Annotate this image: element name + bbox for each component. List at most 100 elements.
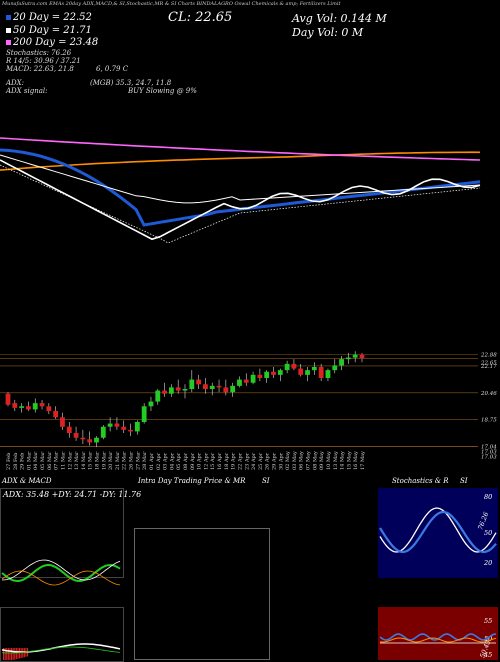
candle-body bbox=[311, 367, 317, 371]
day-vol: Day Vol: 0 M bbox=[292, 26, 363, 39]
date-tick-label: 06 Mar bbox=[47, 451, 53, 470]
candle-body bbox=[141, 406, 147, 422]
date-tick-label: 02 Apr bbox=[156, 452, 162, 470]
ema20-label: 20 Day = 22.52 bbox=[13, 12, 92, 23]
adx-readout-values: (MGB) 35.3, 24.7, 11.8 bbox=[90, 79, 172, 87]
date-tick-label: 14 Mar bbox=[81, 451, 87, 470]
date-tick-label: 21 Mar bbox=[115, 451, 121, 470]
close-price-text: CL: 22.65 bbox=[168, 10, 233, 25]
candle-body bbox=[223, 387, 229, 393]
date-tick-label: 23 Apr bbox=[244, 452, 250, 470]
si-tick-45: 45 bbox=[484, 651, 493, 659]
date-tick-label: 05 Mar bbox=[40, 451, 46, 470]
date-tick-label: 16 May bbox=[353, 451, 359, 470]
avg-vol-text: Avg Vol: 0.144 M bbox=[292, 12, 387, 25]
ema200-label: 200 Day = 23.48 bbox=[13, 37, 99, 48]
candle-body bbox=[359, 354, 365, 359]
date-tick-label: 24 Apr bbox=[251, 452, 257, 470]
macd-panel-box bbox=[0, 607, 124, 662]
price-grid-layer bbox=[0, 354, 478, 447]
candle-body bbox=[128, 429, 133, 432]
stoch-box bbox=[378, 488, 498, 578]
date-tick-label: 13 Mar bbox=[74, 451, 80, 470]
date-tick-label: 06 May bbox=[299, 451, 305, 470]
candle-body bbox=[87, 439, 93, 443]
adx-readout-label: ADX: bbox=[6, 79, 25, 87]
date-tick-label: 19 Mar bbox=[101, 451, 107, 470]
stoch-si-title: SI bbox=[460, 477, 468, 485]
ema-lines-layer bbox=[0, 137, 481, 244]
date-tick-label: 22 Mar bbox=[122, 451, 128, 470]
ema-dotted-line bbox=[0, 164, 481, 244]
candle-body bbox=[325, 370, 331, 378]
intraday-title: Intra Day Trading Price & MR bbox=[138, 477, 246, 485]
date-tick-label: 28 Feb bbox=[13, 453, 19, 470]
ema200-legend: 200 Day = 23.48 bbox=[6, 37, 98, 48]
candle-body bbox=[257, 374, 263, 378]
date-tick-label: 15 Apr bbox=[210, 452, 216, 470]
candle-body bbox=[345, 357, 351, 360]
avg-vol: Avg Vol: 0.144 M bbox=[292, 12, 387, 25]
ema200-line bbox=[0, 137, 481, 161]
candle-body bbox=[243, 379, 249, 383]
date-tick-label: 09 May bbox=[319, 451, 325, 470]
date-tick-label: 04 Apr bbox=[169, 452, 175, 470]
candle-body bbox=[121, 426, 127, 430]
price-level-label: 22.88 bbox=[480, 353, 497, 359]
candle-body bbox=[318, 367, 324, 378]
date-tick-label: 08 May bbox=[312, 451, 318, 470]
stoch-r-readout: R 14/5: 30.96 / 37.21 bbox=[6, 57, 81, 65]
candle-body bbox=[100, 426, 106, 438]
candle-body bbox=[94, 437, 99, 443]
candle-body bbox=[80, 437, 86, 440]
date-tick-label: 20 Mar bbox=[108, 451, 114, 470]
candle-body bbox=[250, 374, 256, 383]
adx-signal-label: ADX signal: bbox=[6, 87, 48, 95]
date-tick-label: 15 Mar bbox=[88, 451, 94, 470]
top-line-text: MunafaSutra.com EMAs 20day ADX,MACD,& SI… bbox=[2, 1, 341, 7]
date-labels-layer: 27 Feb 28 Feb 29 Feb 01 Mar 04 Mar 05 Mar 06 M… bbox=[6, 451, 366, 470]
candle-body bbox=[298, 368, 304, 375]
date-tick-label: 04 Mar bbox=[33, 451, 39, 470]
price-level-label: 18.75 bbox=[481, 418, 497, 424]
price-level-label: 22.65 bbox=[480, 360, 497, 366]
candle-body bbox=[339, 359, 344, 366]
date-tick-label: 22 Apr bbox=[237, 452, 243, 470]
ema-orange-line bbox=[0, 151, 481, 171]
candle-body bbox=[26, 406, 31, 410]
ema50-label: 50 Day = 21.71 bbox=[13, 25, 92, 36]
date-tick-label: 07 Mar bbox=[54, 451, 60, 470]
candle-body bbox=[148, 401, 154, 407]
ema-white-line-1 bbox=[0, 154, 481, 204]
candle-body bbox=[32, 403, 38, 410]
date-tick-label: 30 Apr bbox=[278, 452, 284, 470]
si-tick-55: 55 bbox=[484, 617, 493, 625]
intraday-box bbox=[134, 528, 270, 660]
candle-body bbox=[134, 422, 140, 432]
candle-body bbox=[352, 354, 358, 358]
adx-macd-title: ADX & MACD bbox=[2, 477, 52, 485]
date-tick-label: 08 Apr bbox=[183, 452, 189, 470]
date-tick-label: 09 Apr bbox=[190, 452, 196, 470]
adx-panel-box: ADX: 35.48 +DY: 24.71 -DY: 11.76 bbox=[0, 488, 141, 578]
candle-body bbox=[175, 387, 181, 391]
date-tick-label: 10 May bbox=[326, 451, 332, 470]
price-level-label: 17.03 bbox=[481, 450, 497, 456]
stoch-tick-50: 50 bbox=[484, 529, 493, 537]
adx-signal-value: BUY Slowing @ 9% bbox=[128, 87, 197, 95]
date-tick-label: 03 Apr bbox=[163, 452, 169, 470]
ema50-swatch bbox=[6, 28, 11, 33]
date-tick-label: 18 Apr bbox=[224, 452, 230, 470]
date-tick-label: 29 Feb bbox=[20, 453, 26, 470]
candle-body bbox=[277, 370, 283, 375]
candle-body bbox=[162, 390, 167, 394]
date-tick-label: 16 Apr bbox=[217, 452, 223, 470]
date-tick-label: 26 Mar bbox=[129, 451, 135, 470]
adx-panel-values: ADX: 35.48 +DY: 24.71 -DY: 11.76 bbox=[3, 490, 142, 499]
candle-body bbox=[19, 406, 25, 408]
date-tick-label: 29 Apr bbox=[272, 452, 278, 470]
candle-body bbox=[196, 379, 202, 385]
stochastics-readout: Stochastics: 76.26 bbox=[6, 49, 72, 57]
candle-body bbox=[12, 403, 18, 408]
